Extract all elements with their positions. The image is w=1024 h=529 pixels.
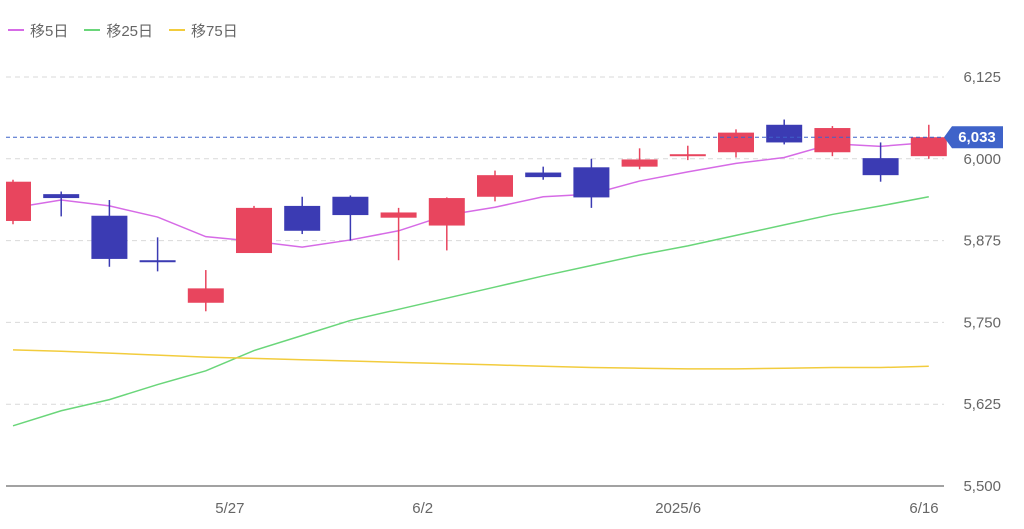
current-price-line: 6,033 — [6, 126, 1003, 149]
y-tick-label: 5,750 — [963, 314, 1001, 331]
current-price-label: 6,033 — [958, 129, 996, 146]
candle-body — [477, 175, 513, 197]
series-line-1 — [12, 141, 929, 248]
candle — [477, 170, 513, 202]
legend-item-ma25[interactable]: 移25日 — [84, 20, 153, 41]
candle-body — [862, 158, 899, 176]
candle-body — [718, 132, 754, 153]
candle-body — [573, 167, 610, 198]
candle — [621, 148, 658, 170]
candle-body — [91, 215, 128, 259]
candle — [380, 207, 417, 261]
y-tick-label: 5,625 — [963, 396, 1001, 413]
candle-body — [236, 207, 272, 254]
chart-legend: 移5日 移25日 移75日 — [8, 18, 238, 42]
candle — [332, 195, 369, 241]
candle — [718, 129, 754, 158]
candle-body — [380, 212, 417, 218]
candle — [91, 200, 128, 267]
candle — [139, 237, 176, 272]
legend-swatch-ma5 — [8, 29, 24, 31]
candle — [525, 166, 562, 180]
legend-swatch-ma25 — [84, 29, 101, 31]
candle-body — [669, 154, 706, 157]
axes: 5,500 5,625 5,750 5,875 6,000 6,125 5/27 6/2 202… — [6, 69, 1001, 517]
candle — [814, 126, 851, 157]
legend-swatch-ma75 — [169, 29, 186, 31]
y-tick-label: 6,000 — [963, 151, 1001, 168]
y-tick-label: 5,500 — [963, 478, 1001, 495]
candle-body — [332, 196, 369, 216]
candle-body — [621, 159, 658, 167]
candles — [6, 119, 947, 312]
legend-item-ma75[interactable]: 移75日 — [169, 20, 238, 41]
x-tick-label: 6/16 — [909, 500, 938, 517]
candle-body — [284, 205, 321, 231]
grid-lines — [6, 76, 944, 405]
candle — [573, 158, 610, 208]
x-tick-label: 2025/6 — [655, 500, 701, 517]
candle-body — [187, 288, 224, 303]
candle — [6, 179, 31, 225]
candle-body — [139, 260, 176, 263]
moving-average-lines — [12, 141, 929, 427]
legend-item-ma5[interactable]: 移5日 — [8, 20, 68, 41]
candle-body — [814, 128, 851, 153]
y-tick-label: 5,875 — [963, 233, 1001, 250]
candle — [43, 191, 80, 217]
candle — [862, 142, 899, 182]
current-price-tag: 6,033 — [944, 126, 1003, 149]
series-line-3 — [12, 349, 929, 370]
candle-body — [43, 194, 80, 199]
candle-body — [6, 181, 31, 221]
current-price-tag-shape — [944, 126, 1003, 149]
candle — [669, 145, 706, 161]
candle — [236, 205, 272, 254]
legend-label-ma25: 移25日 — [106, 22, 154, 40]
y-tick-label: 6,125 — [963, 69, 1001, 86]
candle-body — [428, 198, 465, 226]
candle — [910, 124, 947, 159]
candle — [187, 270, 224, 312]
legend-label-ma5: 移5日 — [30, 22, 69, 40]
x-tick-label: 5/27 — [215, 500, 244, 517]
candle — [766, 119, 803, 145]
candle — [428, 197, 465, 251]
x-tick-label: 6/2 — [412, 500, 433, 517]
series-line-2 — [12, 196, 929, 427]
candle — [284, 196, 321, 235]
legend-label-ma75: 移75日 — [191, 22, 238, 40]
candle-body — [766, 124, 803, 143]
candle-body — [525, 172, 562, 178]
candle-body — [910, 137, 947, 157]
